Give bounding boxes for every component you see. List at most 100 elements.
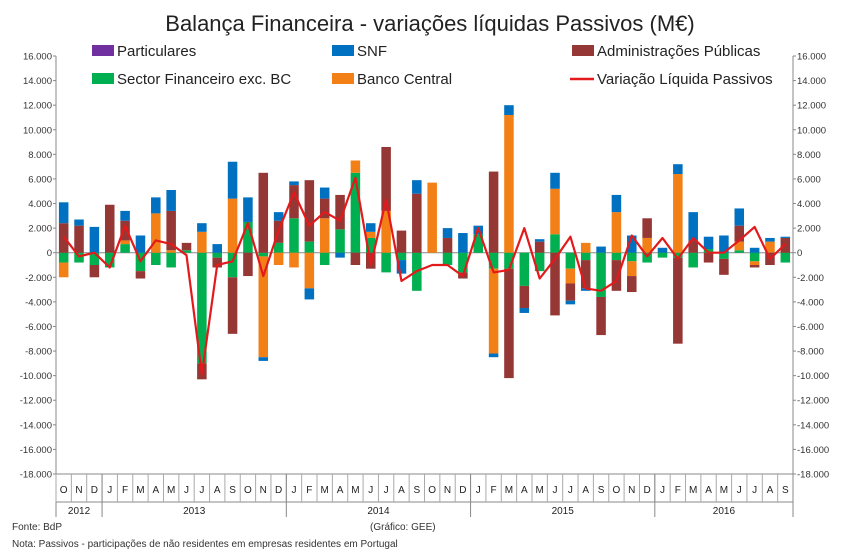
bar-segment (611, 194, 622, 213)
bar-segment (212, 257, 222, 268)
month-label: O (244, 485, 252, 496)
bar-segment (227, 161, 238, 199)
month-label: D (459, 485, 466, 496)
bar-segment (504, 268, 514, 379)
month-label: A (398, 485, 405, 496)
month-label: F (675, 485, 681, 496)
y-tick-label-left: -18.000 (20, 470, 52, 481)
bar-segment (703, 252, 714, 263)
bar-segment (519, 308, 530, 313)
bar-segment (289, 252, 299, 268)
bar-segment (258, 172, 269, 253)
bar-segment (504, 115, 514, 253)
bar-segment (765, 237, 775, 242)
bar-segment (627, 261, 637, 277)
bar-segment (673, 174, 683, 253)
bar-segment (135, 271, 146, 279)
bar-segment (319, 252, 330, 265)
bar-segment (366, 231, 376, 238)
bar-segment (89, 265, 100, 278)
month-label: J (568, 485, 573, 496)
y-tick-label-right: -14.000 (797, 420, 829, 431)
footnote: Nota: Passivos - participações de não re… (12, 539, 398, 550)
y-tick-label-right: -12.000 (797, 396, 829, 407)
bar-segment (335, 252, 345, 258)
bar-segment (488, 268, 499, 354)
legend-swatch (92, 73, 114, 84)
bar-segment (166, 250, 176, 253)
month-label: S (413, 485, 420, 496)
bar-segment (780, 252, 791, 263)
bar-segment (534, 241, 545, 253)
month-label: M (321, 485, 329, 496)
y-tick-label-right: 10.000 (797, 125, 826, 136)
bar-segment (289, 218, 299, 253)
bar-segment (734, 250, 745, 253)
bar-segment (181, 250, 192, 253)
bar-segment (151, 213, 161, 253)
bar-segment (688, 212, 698, 241)
month-label: J (476, 485, 481, 496)
bar-segment (765, 241, 775, 253)
month-label: J (107, 485, 112, 496)
bar-segment (734, 241, 745, 251)
month-label: M (720, 485, 728, 496)
bar-segment (350, 252, 361, 265)
bar-segment (565, 252, 576, 269)
y-tick-label-right: -10.000 (797, 371, 829, 382)
legend-label: Sector Financeiro exc. BC (117, 71, 291, 88)
month-label: A (521, 485, 528, 496)
bar-segment (258, 252, 269, 257)
bar-segment (565, 268, 576, 284)
month-label: M (167, 485, 175, 496)
bar-segment (396, 260, 407, 274)
bar-segment (442, 252, 453, 265)
month-label: J (291, 485, 296, 496)
bar-segment (120, 240, 130, 245)
y-tick-label-right: -2.000 (797, 273, 824, 284)
month-label: J (737, 485, 742, 496)
bar-segment (627, 252, 637, 262)
month-label: A (214, 485, 221, 496)
legend-label: Administrações Públicas (597, 43, 760, 60)
y-tick-label-left: -8.000 (25, 347, 52, 358)
y-tick-label-right: -6.000 (797, 322, 824, 333)
bar-segment (104, 204, 115, 253)
source-label: Fonte: BdP (12, 522, 63, 533)
year-label: 2016 (713, 506, 736, 517)
bar-segment (580, 260, 591, 289)
month-label: A (152, 485, 159, 496)
bar-segment (74, 219, 84, 226)
bar-segment (673, 164, 683, 175)
bar-segment (550, 234, 560, 253)
bar-segment (749, 252, 760, 262)
bar-segment (657, 252, 668, 258)
bar-segment (212, 244, 222, 253)
bar-segment (519, 252, 530, 286)
bar-segment (596, 246, 606, 253)
net-line-group (62, 176, 787, 376)
bar-segment (442, 228, 453, 238)
bar-segment (719, 252, 729, 259)
y-tick-label-right: -18.000 (797, 470, 829, 481)
bar-segment (688, 252, 698, 268)
bar-segment (442, 237, 453, 253)
legend-label: SNF (357, 43, 387, 60)
y-tick-label-right: 12.000 (797, 101, 826, 112)
y-tick-label-right: 0 (797, 248, 802, 259)
y-tick-label-right: 8.000 (797, 150, 821, 161)
month-label: S (229, 485, 236, 496)
month-label: J (553, 485, 558, 496)
bar-segment (534, 239, 545, 242)
bar-segment (611, 252, 622, 261)
chart-axes: 16.000 16.000 14.000 14.000 12.000 12.000 10.0… (20, 52, 829, 517)
bar-segment (273, 252, 284, 265)
y-tick-label-left: 4.000 (28, 199, 52, 210)
month-label: J (184, 485, 189, 496)
y-tick-label-right: -4.000 (797, 297, 824, 308)
bar-segment (212, 252, 222, 258)
bar-segment (319, 218, 330, 253)
month-label: O (60, 485, 68, 496)
bar-segment (243, 197, 253, 222)
